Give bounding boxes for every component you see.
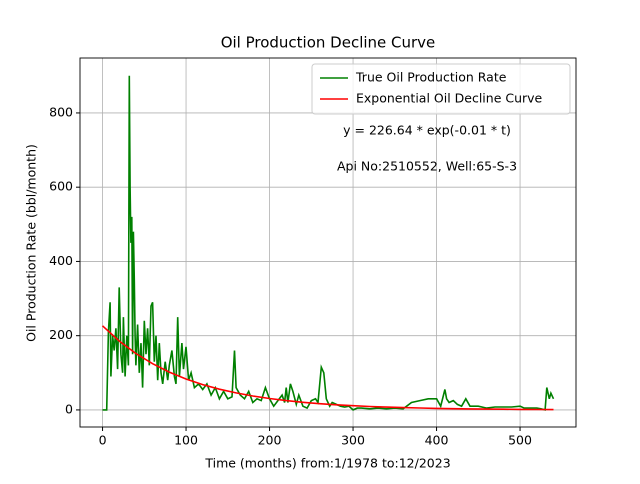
y-tick-label: 0	[65, 401, 73, 416]
data-line	[101, 325, 554, 411]
chart-title: Oil Production Decline Curve	[221, 34, 436, 52]
legend-box	[311, 63, 571, 115]
x-tick-label: 100	[174, 433, 198, 448]
data-line	[102, 75, 555, 411]
x-axis-label: Time (months) from:1/1978 to:12/2023	[204, 456, 450, 471]
y-tick-label: 400	[49, 253, 73, 268]
y-axis-label: Oil Production Rate (bbl/month)	[24, 144, 39, 342]
x-tick-label: 400	[425, 433, 449, 448]
annotation: Api No:2510552, Well:65-S-3	[337, 159, 517, 174]
plot-frame	[79, 57, 577, 428]
legend-label: True Oil Production Rate	[355, 70, 507, 85]
y-tick-label: 200	[49, 327, 73, 342]
y-tick-label: 800	[49, 104, 73, 119]
legend-label: Exponential Oil Decline Curve	[356, 91, 543, 106]
x-tick-label: 300	[341, 433, 365, 448]
annotation: y = 226.64 * exp(-0.01 * t)	[343, 123, 511, 138]
x-tick-label: 500	[508, 433, 532, 448]
x-tick-label: 200	[258, 433, 282, 448]
x-tick-label: 0	[99, 433, 107, 448]
y-tick-label: 600	[49, 179, 73, 194]
